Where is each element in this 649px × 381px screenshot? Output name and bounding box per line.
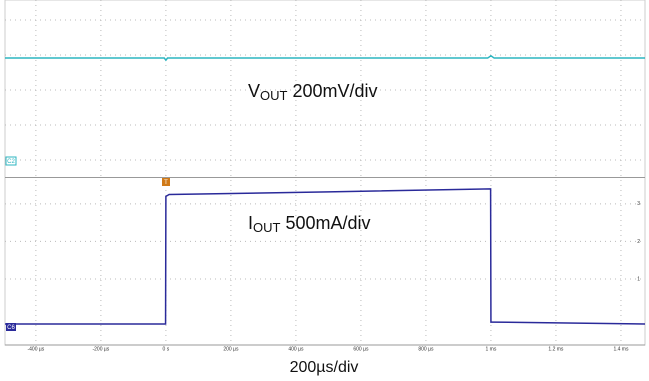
x-tick-label: -400 µs — [27, 346, 44, 352]
x-tick-label: 1.2 ms — [548, 346, 564, 352]
x-tick-label: -200 µs — [92, 346, 109, 352]
x-tick-label: 1.4 ms — [613, 346, 629, 352]
trace — [5, 54, 645, 62]
trigger-label: T — [164, 180, 168, 186]
channel-label: C2 — [7, 159, 15, 165]
screen-frame — [4, 0, 646, 346]
channel-label: C6 — [7, 325, 15, 331]
y-tick-label: 3 — [637, 201, 640, 207]
channel-badge — [5, 156, 17, 166]
x-axis-label: 200µs/div — [290, 359, 359, 376]
annotation-rest: 500mA/div — [280, 213, 370, 233]
annotation-main: V — [248, 81, 260, 101]
annotation-main: I — [248, 213, 253, 233]
annotation-sub: OUT — [253, 220, 281, 235]
trigger-badge — [162, 178, 170, 186]
y-tick-label: 1 — [637, 276, 640, 282]
y-tick-label: 2 — [637, 239, 640, 245]
x-tick-label: 800 µs — [418, 346, 434, 352]
traces — [5, 54, 646, 325]
x-tick-label: 1 ms — [486, 346, 497, 352]
annotation-sub: OUT — [260, 88, 288, 103]
annotation-rest: 200mV/div — [287, 81, 377, 101]
trace — [5, 188, 646, 325]
x-tick-label: 0 s — [163, 346, 170, 352]
vout-annotation: VOUT 200mV/div — [248, 81, 378, 104]
x-tick-label: 200 µs — [223, 346, 239, 352]
iout-annotation: IOUT 500mA/div — [248, 213, 371, 236]
x-tick-label: 400 µs — [288, 346, 304, 352]
grid — [5, 0, 645, 345]
channel-badge — [6, 323, 16, 331]
x-tick-label: 600 µs — [353, 346, 369, 352]
